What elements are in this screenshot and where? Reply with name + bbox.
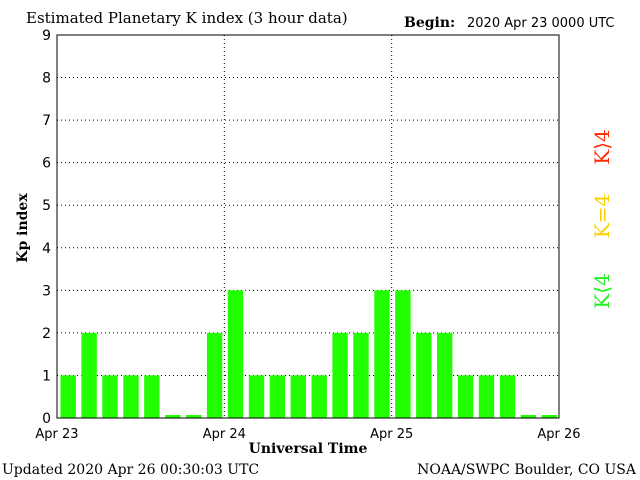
- kp-bar: [269, 375, 286, 418]
- x-tick-label: Apr 23: [35, 427, 78, 442]
- y-tick-label: 8: [42, 71, 51, 87]
- y-tick-label: 4: [42, 241, 51, 257]
- y-tick-label: 7: [42, 113, 51, 129]
- kp-bar: [541, 415, 557, 418]
- kp-bar: [206, 332, 223, 418]
- kp-bar: [165, 415, 181, 418]
- y-tick-label: 2: [42, 326, 51, 342]
- y-tick-label: 6: [42, 156, 51, 172]
- kp-bar: [290, 375, 306, 418]
- x-axis-title: Universal Time: [249, 441, 368, 457]
- x-tick-labels: Apr 23 Apr 24 Apr 25 Apr 26: [35, 427, 580, 442]
- kp-bar: [186, 415, 202, 418]
- chart-title: Estimated Planetary K index (3 hour data…: [26, 9, 348, 27]
- kp-bar: [395, 290, 411, 418]
- kp-bar: [227, 290, 244, 418]
- begin-value: 2020 Apr 23 0000 UTC: [467, 16, 615, 31]
- y-axis-title: Kp index: [15, 193, 31, 263]
- bars-group: [60, 290, 557, 418]
- y-tick-labels: 0 1 2 3 4 5 6 7 8 9: [42, 28, 51, 427]
- kp-bar: [499, 375, 516, 418]
- kp-bar: [457, 375, 474, 418]
- kp-bar: [144, 375, 160, 418]
- y-tick-label: 3: [42, 283, 51, 299]
- x-tick-label: Apr 24: [203, 427, 246, 442]
- kp-bar: [311, 375, 327, 418]
- y-tick-label: 5: [42, 198, 51, 214]
- y-tick-label: 9: [42, 28, 51, 44]
- legend-k-equals-4: K=4: [590, 194, 614, 238]
- kp-bar: [437, 332, 453, 418]
- kp-bar: [81, 332, 97, 418]
- kp-bar: [374, 290, 390, 418]
- source-credit: NOAA/SWPC Boulder, CO USA: [417, 462, 637, 478]
- plot-area: 0 1 2 3 4 5 6 7 8 9 Apr 23 Apr 24 Apr 25 Apr 26: [35, 28, 580, 442]
- y-tick-label: 0: [42, 411, 51, 427]
- grid-lines: [57, 34, 559, 418]
- updated-timestamp: Updated 2020 Apr 26 00:30:03 UTC: [2, 462, 259, 478]
- kp-bar: [102, 375, 118, 418]
- x-tick-label: Apr 26: [537, 427, 580, 442]
- kp-bar: [353, 332, 369, 418]
- kp-bar: [416, 332, 432, 418]
- kp-bar: [520, 415, 537, 418]
- legend-k-greater-than-4: K⟩4: [590, 129, 614, 164]
- kp-bar: [123, 375, 139, 418]
- x-tick-label: Apr 25: [370, 427, 413, 442]
- kp-bar: [60, 375, 76, 418]
- plot-frame: [56, 34, 560, 419]
- kp-bar: [332, 332, 348, 418]
- kp-bar: [478, 375, 495, 418]
- kp-bar: [248, 375, 265, 418]
- begin-label: Begin:: [404, 15, 455, 31]
- y-tick-label: 1: [42, 368, 51, 384]
- legend-k-less-than-4: K⟨4: [590, 273, 614, 308]
